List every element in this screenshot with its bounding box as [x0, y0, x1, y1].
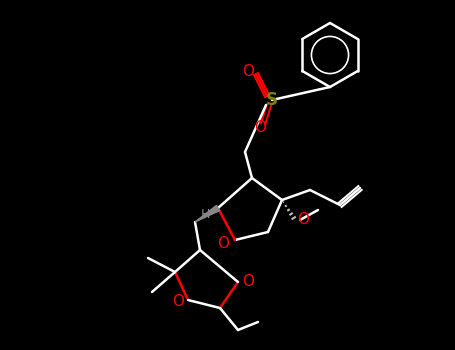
Text: O: O [217, 237, 229, 252]
Polygon shape [195, 205, 220, 222]
Text: O: O [242, 274, 254, 289]
Text: O: O [242, 64, 254, 79]
Text: S: S [266, 91, 278, 109]
Text: O: O [254, 120, 266, 135]
Text: H: H [200, 208, 210, 220]
Text: O: O [297, 212, 309, 228]
Text: O: O [172, 294, 184, 309]
